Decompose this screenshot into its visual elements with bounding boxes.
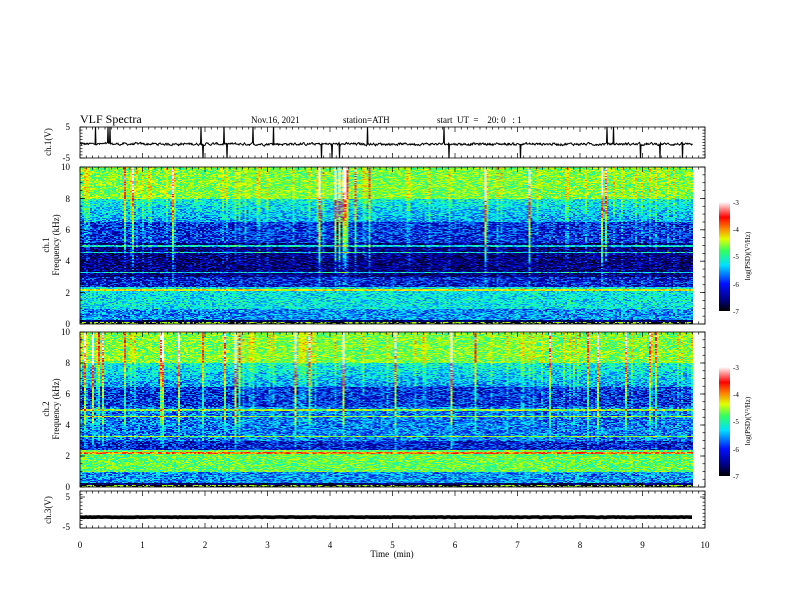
time-axis-label: Time (min) [370,549,413,559]
ch1-spectrogram-ylabel: Frequency (kHz) [51,214,61,275]
time-tick-label-6: 6 [453,540,458,550]
ch2-spectrogram-panel: 10 8 6 4 2 0 ch.2 Frequency (kHz) [41,327,706,492]
ch3-waveform-ticks [79,490,706,529]
ch1-freq-tick-4: 4 [66,256,71,266]
ch2-spectrogram-ylabel: Frequency (kHz) [51,378,61,439]
ch1-freq-tick-2: 2 [66,288,71,298]
ch1-freq-tick-8: 8 [66,194,71,204]
ch1-colorbar: -3 -4 -5 -6 -7 log(PSD)(V²/Hz) [719,199,752,316]
ch1-colorbar-tick--6: -6 [733,281,739,289]
ch2-colorbar-tick--4: -4 [733,391,739,399]
ch3-ytick-min: -5 [63,522,71,532]
ch1-spectrogram-panel: 10 8 6 4 2 0 ch.1 Frequency (kHz) [41,162,706,329]
ch1-waveform-panel: 5 -5 ch.1(V) [43,122,706,163]
ch2-freq-tick-10: 10 [61,327,71,337]
ch1-ytick-max: 5 [66,122,71,132]
ch1-spectrogram-channel-label: ch.1 [41,237,51,252]
time-tick-label-1: 1 [140,540,145,550]
ch2-colorbar-bar [719,367,730,476]
ch3-waveform-panel: 5 -5 ch.3(V) [43,490,706,532]
ch1-ytick-min: -5 [63,153,71,163]
ch2-spectrogram-ticks [79,331,706,488]
time-tick-label-5: 5 [390,540,395,550]
ch3-ytick-max: 5 [66,492,71,502]
date-label: Nov.16, 2021 [251,115,300,125]
ch1-colorbar-tick--4: -4 [733,226,739,234]
ch1-freq-tick-6: 6 [66,225,71,235]
ch2-colorbar-tick--7: -7 [733,473,739,481]
ch2-spectrogram-channel-label: ch.2 [41,401,51,416]
ch1-waveform-ticks [79,126,706,159]
time-tick-label-10: 10 [701,540,711,550]
ch2-colorbar-tick--3: -3 [733,364,739,372]
ch2-freq-tick-8: 8 [66,358,71,368]
ch2-colorbar-tick--5: -5 [733,418,739,426]
figure-title: VLF Spectra [80,112,142,126]
ch1-colorbar-tick--3: -3 [733,199,739,207]
start-time-label: start UT = 20: 0 : 1 [437,115,522,125]
ch2-freq-tick-0: 0 [66,482,71,492]
ch1-spectrogram-ticks [79,166,706,325]
ch1-waveform-ylabel: ch.1(V) [43,128,53,156]
ch2-freq-tick-6: 6 [66,389,71,399]
ch2-freq-tick-2: 2 [66,451,71,461]
ch1-spectrogram-image [80,167,693,324]
ch2-colorbar-label: log(PSD)(V²/Hz) [744,396,752,445]
time-tick-label-9: 9 [640,540,645,550]
ch1-freq-tick-10: 10 [61,162,71,172]
station-label: station=ATH [343,115,390,125]
time-tick-label-3: 3 [265,540,270,550]
ch1-colorbar-tick--7: -7 [733,308,739,316]
ch1-waveform-trace [80,127,693,158]
time-tick-label-2: 2 [203,540,208,550]
ch1-waveform-frame [79,126,706,159]
ch1-colorbar-tick--5: -5 [733,253,739,261]
ch3-waveform-trace [80,515,692,520]
time-tick-label-8: 8 [578,540,583,550]
ch1-colorbar-bar [719,202,730,311]
ch3-waveform-frame [79,490,706,529]
ch3-waveform-ylabel: ch.3(V) [43,496,53,524]
ch2-spectrogram-image [80,332,693,487]
time-tick-label-7: 7 [515,540,520,550]
ch2-freq-tick-4: 4 [66,420,71,430]
time-axis-tick-labels: 0 1 2 3 4 5 6 7 8 9 10 [78,540,710,550]
ch2-colorbar-tick--6: -6 [733,446,739,454]
ch1-freq-tick-0: 0 [66,319,71,329]
time-tick-label-4: 4 [328,540,333,550]
ch2-colorbar: -3 -4 -5 -6 -7 log(PSD)(V²/Hz) [719,364,752,481]
ch1-colorbar-label: log(PSD)(V²/Hz) [744,231,752,280]
time-tick-label-0: 0 [78,540,83,550]
